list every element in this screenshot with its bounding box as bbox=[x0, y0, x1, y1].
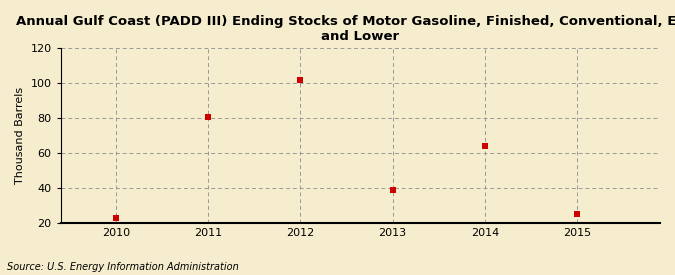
Text: Source: U.S. Energy Information Administration: Source: U.S. Energy Information Administ… bbox=[7, 262, 238, 272]
Y-axis label: Thousand Barrels: Thousand Barrels bbox=[15, 87, 25, 184]
Point bbox=[387, 188, 398, 192]
Point bbox=[111, 216, 122, 220]
Point bbox=[479, 144, 490, 148]
Point bbox=[295, 78, 306, 82]
Point bbox=[572, 212, 583, 217]
Title: Annual Gulf Coast (PADD III) Ending Stocks of Motor Gasoline, Finished, Conventi: Annual Gulf Coast (PADD III) Ending Stoc… bbox=[16, 15, 675, 43]
Point bbox=[202, 114, 213, 119]
